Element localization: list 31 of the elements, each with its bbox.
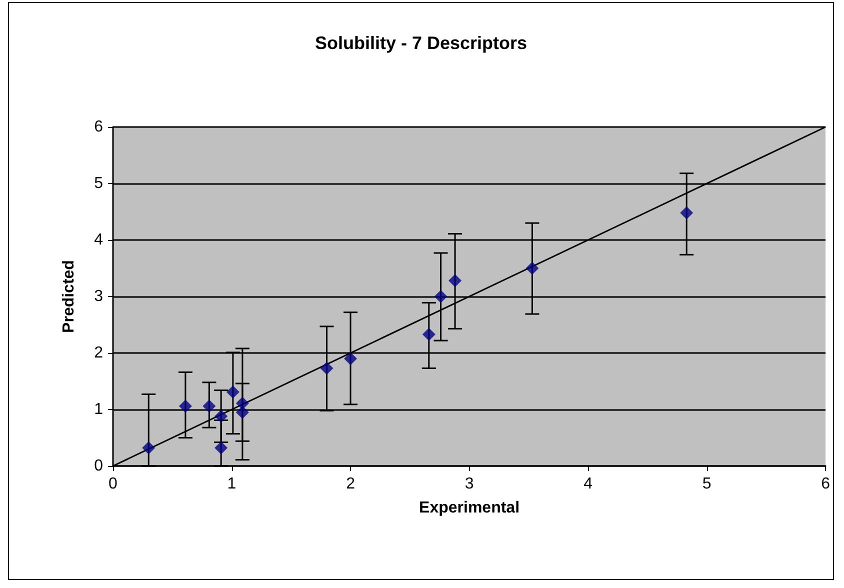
point	[680, 206, 694, 220]
point	[226, 385, 240, 398]
point	[526, 262, 539, 275]
point	[422, 328, 436, 341]
y-tick-label: 5	[94, 175, 104, 192]
chart-title: Solubility - 7 Descriptors	[314, 33, 528, 53]
y-tick-label: 0	[94, 458, 104, 474]
y-tick-label: 2	[94, 344, 104, 362]
point	[236, 406, 249, 419]
point	[434, 290, 448, 303]
point	[320, 362, 334, 375]
x-tick-label: 3	[464, 476, 474, 492]
y-tick-label: 6	[94, 118, 104, 136]
y-axis-title: Predicted	[60, 260, 78, 333]
x-tick-label: 6	[821, 476, 830, 492]
x-tick-label: 0	[108, 476, 118, 492]
x-tick-label: 2	[346, 476, 356, 492]
x-axis-title: Experimental	[419, 500, 520, 516]
point	[202, 400, 216, 413]
point	[142, 441, 156, 454]
x-tick-label: 4	[584, 476, 593, 492]
point	[448, 274, 462, 288]
point	[214, 441, 228, 454]
point	[178, 400, 192, 413]
y-tick-label: 4	[94, 232, 104, 248]
point	[344, 352, 358, 366]
x-tick-label: 5	[702, 476, 712, 492]
y-tick-label: 3	[94, 288, 104, 305]
point	[214, 410, 228, 423]
y-tick-label: 1	[94, 401, 104, 418]
x-tick-label: 1	[227, 476, 236, 492]
